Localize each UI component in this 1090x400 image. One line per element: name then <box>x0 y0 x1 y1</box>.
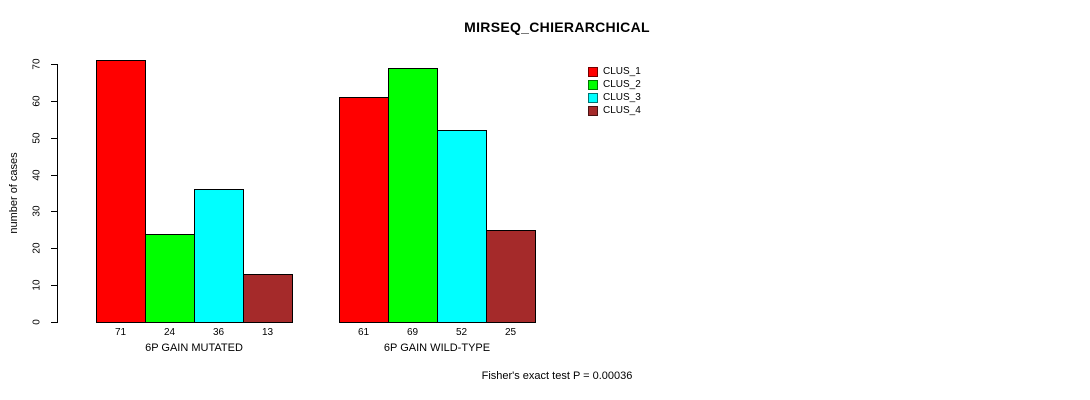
bar-clus-3 <box>194 189 244 323</box>
y-axis-line <box>57 64 58 323</box>
legend-row: CLUS_2 <box>588 78 641 91</box>
y-axis-tick <box>51 64 58 65</box>
y-axis-tick <box>51 285 58 286</box>
bar-value-label: 24 <box>163 327 176 338</box>
legend-swatch-clus-3 <box>588 92 598 103</box>
legend-row: CLUS_1 <box>588 65 641 78</box>
bar-clus-3 <box>437 130 487 323</box>
y-axis-tick-label: 20 <box>31 242 43 254</box>
bar-clus-4 <box>243 274 293 323</box>
legend-label: CLUS_1 <box>603 66 641 77</box>
bar-value-label: 13 <box>261 327 274 338</box>
legend-label: CLUS_3 <box>603 92 641 103</box>
bar-clus-1 <box>96 60 146 323</box>
y-axis-tick-label: 10 <box>31 279 43 291</box>
x-group-label-6p-gain-wild-type: 6P GAIN WILD-TYPE <box>383 342 491 354</box>
legend-label: CLUS_2 <box>603 79 641 90</box>
legend-row: CLUS_3 <box>588 91 641 104</box>
bar-clus-1 <box>339 97 389 323</box>
y-axis-tick <box>51 211 58 212</box>
bar-value-label: 69 <box>406 327 419 338</box>
y-axis-tick <box>51 175 58 176</box>
bar-clus-4 <box>486 230 536 323</box>
y-axis-tick <box>51 248 58 249</box>
footer-annotation: Fisher's exact test P = 0.00036 <box>481 370 633 382</box>
chart-title: MIRSEQ_CHIERARCHICAL <box>464 19 650 35</box>
y-axis-tick-label: 70 <box>31 58 43 70</box>
y-axis-tick <box>51 322 58 323</box>
bar-clus-2 <box>145 234 195 323</box>
y-axis-tick-label: 60 <box>31 95 43 107</box>
y-axis-tick <box>51 101 58 102</box>
bar-value-label: 71 <box>114 327 127 338</box>
y-axis-tick-label: 40 <box>31 169 43 181</box>
bar-value-label: 36 <box>212 327 225 338</box>
y-axis-tick <box>51 138 58 139</box>
y-axis-tick-label: 50 <box>31 132 43 144</box>
legend-label: CLUS_4 <box>603 105 641 116</box>
bar-clus-2 <box>388 68 438 323</box>
y-axis-title: number of cases <box>8 152 20 234</box>
y-axis-tick-label: 30 <box>31 205 43 217</box>
bar-value-label: 61 <box>357 327 370 338</box>
legend-swatch-clus-1 <box>588 66 598 77</box>
x-group-label-6p-gain-mutated: 6P GAIN MUTATED <box>145 342 243 354</box>
legend-row: CLUS_4 <box>588 104 641 117</box>
legend-swatch-clus-2 <box>588 79 598 90</box>
bar-value-label: 52 <box>455 327 468 338</box>
legend-swatch-clus-4 <box>588 105 598 116</box>
y-axis-tick-label: 0 <box>31 319 43 325</box>
bar-value-label: 25 <box>504 327 517 338</box>
legend: CLUS_1 CLUS_2 CLUS_3 CLUS_4 <box>588 65 641 117</box>
